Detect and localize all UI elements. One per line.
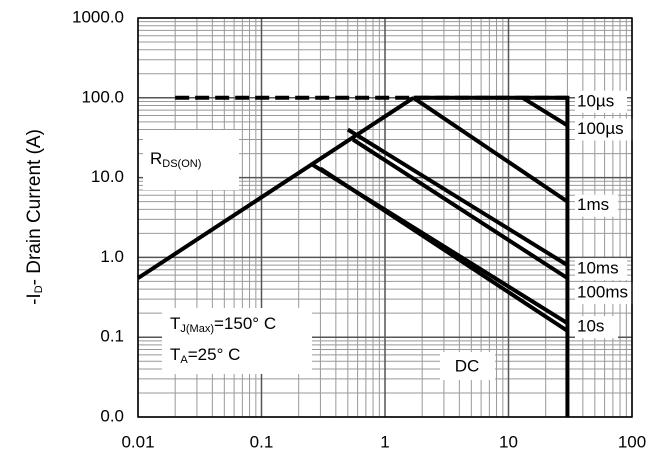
tj-label: TJ(Max)=150° C	[170, 314, 276, 334]
subscript: D	[33, 285, 45, 293]
text: T	[170, 345, 180, 364]
series-line	[521, 96, 569, 128]
y-tick-label: 1.0	[100, 247, 124, 266]
grid	[137, 17, 633, 418]
subscript: DS(ON)	[162, 158, 201, 170]
series-line	[346, 127, 569, 267]
rds-label: RDS(ON)	[150, 149, 201, 169]
label-bg	[575, 194, 618, 217]
series-line	[319, 166, 569, 333]
text: =25° C	[188, 345, 241, 364]
label-box	[162, 308, 312, 374]
series-label: 10ms	[577, 259, 619, 278]
label-bg	[575, 282, 636, 305]
text: =150° C	[214, 314, 276, 333]
series-label: 100ms	[577, 283, 628, 302]
rds-on-line	[136, 96, 415, 280]
text: T	[170, 314, 180, 333]
boundary-line	[413, 95, 570, 417]
label-box	[143, 130, 239, 190]
text: - Drain Current (A)	[24, 129, 45, 285]
label-box	[440, 352, 495, 380]
text: R	[150, 149, 162, 168]
label-bg	[575, 316, 618, 339]
series-line	[412, 96, 569, 204]
subscript: J(Max)	[180, 323, 214, 335]
x-tick-label: 0.01	[121, 432, 154, 451]
label-bg	[575, 118, 636, 141]
label-bg	[575, 258, 627, 281]
labels: 0.01 0.1 1 10 1000.00.11.010.0100.01000.010µ…	[72, 7, 646, 451]
x-tick-label: 0.1	[250, 432, 274, 451]
x-tick-label: 1	[380, 432, 389, 451]
y-tick-label: 1000.0	[72, 7, 124, 26]
subscript: A	[180, 354, 188, 366]
y-axis-label: -ID- Drain Current (A)	[24, 129, 45, 305]
lines	[136, 95, 570, 417]
text: -I	[24, 293, 45, 305]
y-tick-label: 100.0	[81, 87, 124, 106]
ta-label: TA=25° C	[170, 345, 240, 365]
series-label: 10s	[577, 317, 604, 336]
series-label: 100µs	[577, 119, 624, 138]
series-label: 1ms	[577, 195, 609, 214]
y-tick-label: 10.0	[91, 167, 124, 186]
x-tick-label: 100	[618, 432, 646, 451]
label-bg	[575, 90, 627, 113]
series-label: DC	[455, 356, 480, 375]
y-tick-label: 0.1	[100, 327, 124, 346]
series-label: 10µs	[577, 91, 614, 110]
y-tick-label: 0.0	[100, 406, 124, 425]
plot-frame	[137, 17, 633, 418]
x-tick-label: 10	[499, 432, 518, 451]
series-line	[351, 137, 569, 280]
